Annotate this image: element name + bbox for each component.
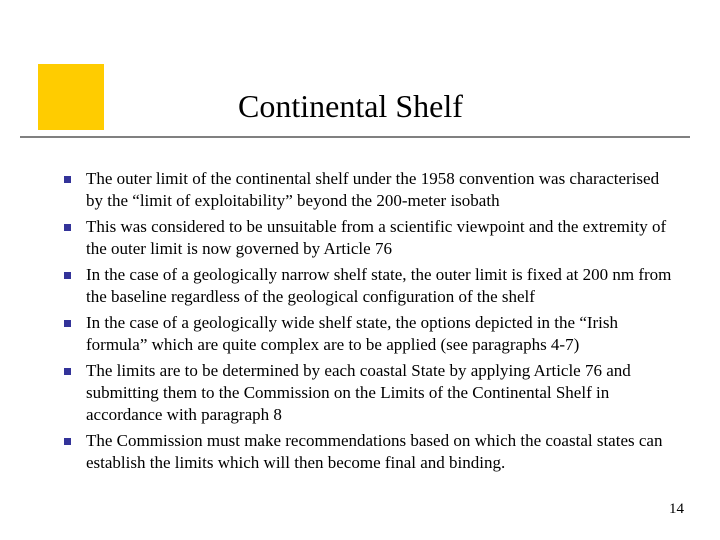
square-bullet-icon: [64, 438, 71, 445]
bullet-text: The outer limit of the continental shelf…: [86, 169, 659, 210]
bullet-item: The limits are to be determined by each …: [58, 360, 678, 426]
slide: Continental Shelf The outer limit of the…: [0, 0, 720, 540]
bullet-item: The outer limit of the continental shelf…: [58, 168, 678, 212]
page-number: 14: [669, 501, 684, 518]
square-bullet-icon: [64, 320, 71, 327]
bullet-item: In the case of a geologically wide shelf…: [58, 312, 678, 356]
square-bullet-icon: [64, 272, 71, 279]
bullet-item: The Commission must make recommendations…: [58, 430, 678, 474]
bullet-text: The Commission must make recommendations…: [86, 431, 662, 472]
square-bullet-icon: [64, 176, 71, 183]
square-bullet-icon: [64, 224, 71, 231]
bullet-list: The outer limit of the continental shelf…: [58, 168, 678, 478]
bullet-item: This was considered to be unsuitable fro…: [58, 216, 678, 260]
slide-title: Continental Shelf: [238, 88, 463, 125]
bullet-text: In the case of a geologically wide shelf…: [86, 313, 618, 354]
bullet-text: This was considered to be unsuitable fro…: [86, 217, 666, 258]
horizontal-rule: [20, 136, 690, 138]
bullet-text: In the case of a geologically narrow she…: [86, 265, 671, 306]
bullet-item: In the case of a geologically narrow she…: [58, 264, 678, 308]
accent-box: [38, 64, 104, 130]
square-bullet-icon: [64, 368, 71, 375]
bullet-text: The limits are to be determined by each …: [86, 361, 631, 424]
